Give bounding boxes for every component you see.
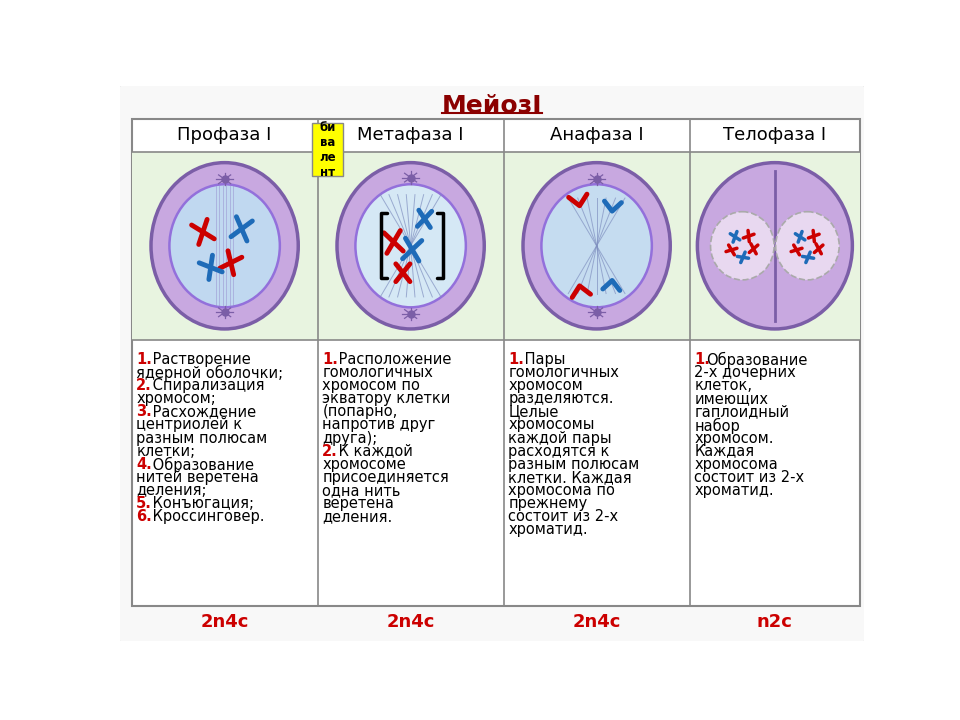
Text: Конъюгация;: Конъюгация; <box>148 496 253 511</box>
Text: гаплоидный: гаплоидный <box>694 405 789 420</box>
Text: Метафаза I: Метафаза I <box>357 126 464 144</box>
Text: деления.: деления. <box>323 509 393 524</box>
Text: клеток,: клеток, <box>694 378 753 393</box>
Text: би
ва
ле
нт: би ва ле нт <box>320 120 336 179</box>
Text: гомологичных: гомологичных <box>508 365 619 380</box>
Ellipse shape <box>776 212 839 280</box>
Ellipse shape <box>151 163 299 329</box>
Text: клетки. Каждая: клетки. Каждая <box>508 470 632 485</box>
FancyBboxPatch shape <box>118 84 866 643</box>
Text: 4.: 4. <box>136 456 152 472</box>
Text: деления;: деления; <box>136 483 206 498</box>
Text: хромосома по: хромосома по <box>508 483 615 498</box>
Text: хромосом;: хромосом; <box>136 391 216 406</box>
Text: Расположение: Расположение <box>334 352 451 367</box>
Text: МейозI: МейозI <box>442 94 542 118</box>
Bar <box>132 119 860 606</box>
Ellipse shape <box>523 163 670 329</box>
Bar <box>132 152 860 341</box>
Text: имеющих: имеющих <box>694 391 768 406</box>
Text: 1.: 1. <box>323 352 338 367</box>
Text: Растворение: Растворение <box>148 352 251 367</box>
Text: 6.: 6. <box>136 509 152 524</box>
Text: Анафаза I: Анафаза I <box>550 126 643 144</box>
Bar <box>312 123 344 176</box>
Text: веретена: веретена <box>323 496 395 511</box>
Text: 1.: 1. <box>136 352 152 367</box>
Text: состоит из 2-х: состоит из 2-х <box>694 470 804 485</box>
Ellipse shape <box>697 163 852 329</box>
Ellipse shape <box>710 212 774 280</box>
Text: 2n4c: 2n4c <box>387 613 435 631</box>
Text: набор: набор <box>694 418 740 433</box>
Text: 2.: 2. <box>323 444 338 459</box>
Text: хромосом: хромосом <box>508 378 583 393</box>
Text: хроматид.: хроматид. <box>508 522 588 537</box>
Text: хромосом по: хромосом по <box>323 378 420 393</box>
Text: нитей веретена: нитей веретена <box>136 470 259 485</box>
Text: разным полюсам: разным полюсам <box>136 431 268 446</box>
Ellipse shape <box>169 184 280 307</box>
Text: друга);: друга); <box>323 431 377 446</box>
Text: хромосоме: хромосоме <box>323 456 406 472</box>
Text: хроматид.: хроматид. <box>694 483 774 498</box>
Ellipse shape <box>355 184 466 307</box>
Text: хромосом.: хромосом. <box>694 431 774 446</box>
Text: Телофаза I: Телофаза I <box>723 126 827 144</box>
Text: 1.: 1. <box>694 352 710 367</box>
Ellipse shape <box>337 163 484 329</box>
Text: 2n4c: 2n4c <box>201 613 249 631</box>
Text: расходятся к: расходятся к <box>508 444 610 459</box>
Text: хромосома: хромосома <box>694 456 778 472</box>
Text: 2-х дочерних: 2-х дочерних <box>694 365 796 380</box>
Text: одна нить: одна нить <box>323 483 400 498</box>
Text: Профаза I: Профаза I <box>178 126 272 144</box>
Text: Каждая: Каждая <box>694 444 755 459</box>
Text: Спирализация: Спирализация <box>148 378 264 393</box>
Text: клетки;: клетки; <box>136 444 196 459</box>
Text: центриолей к: центриолей к <box>136 418 242 433</box>
Text: Целые: Целые <box>508 405 559 420</box>
Text: экватору клетки: экватору клетки <box>323 391 450 406</box>
Text: 2.: 2. <box>136 378 152 393</box>
Text: Пары: Пары <box>520 352 565 367</box>
Text: n2c: n2c <box>756 613 793 631</box>
Text: разделяются.: разделяются. <box>508 391 613 406</box>
Text: Образование: Образование <box>706 352 807 368</box>
Text: хромосомы: хромосомы <box>508 418 594 433</box>
Text: 2n4c: 2n4c <box>572 613 621 631</box>
Text: прежнему: прежнему <box>508 496 588 511</box>
Text: гомологичных: гомологичных <box>323 365 433 380</box>
Text: 1.: 1. <box>508 352 524 367</box>
Ellipse shape <box>541 184 652 307</box>
Text: ядерной оболочки;: ядерной оболочки; <box>136 365 283 382</box>
Text: 3.: 3. <box>136 405 152 420</box>
Text: (попарно,: (попарно, <box>323 405 397 420</box>
Text: К каждой: К каждой <box>334 444 413 459</box>
Text: Образование: Образование <box>148 456 253 473</box>
Text: Расхождение: Расхождение <box>148 405 256 420</box>
Text: каждой пары: каждой пары <box>508 431 612 446</box>
Text: Кроссинговер.: Кроссинговер. <box>148 509 264 524</box>
Text: разным полюсам: разным полюсам <box>508 456 639 472</box>
Text: присоединяется: присоединяется <box>323 470 449 485</box>
Text: 5.: 5. <box>136 496 152 511</box>
Text: состоит из 2-х: состоит из 2-х <box>508 509 618 524</box>
Text: напротив друг: напротив друг <box>323 418 436 433</box>
